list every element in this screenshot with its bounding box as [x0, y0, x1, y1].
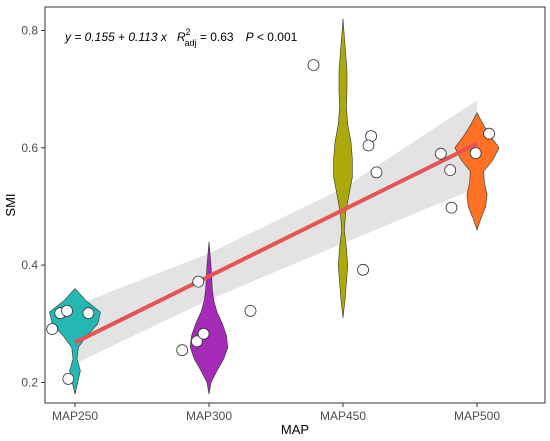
data-point: [362, 139, 375, 152]
y-tick-label: 0.4: [21, 258, 38, 272]
y-axis-title: SMI: [3, 193, 18, 216]
axes-layer: 0.2 0.4 0.6 0.8 MAP250 MAP300 MAP450 MAP500: [21, 23, 500, 423]
data-point: [483, 127, 496, 140]
data-point: [82, 307, 95, 320]
data-point: [62, 372, 75, 385]
x-tick-label: MAP250: [52, 409, 98, 423]
data-point: [469, 147, 482, 160]
regression-annotation: y = 0.155 + 0.113 x R2 adj = 0.63 P < 0.001: [64, 27, 298, 48]
r2-superscript: 2: [186, 27, 191, 37]
data-point: [445, 201, 458, 214]
y-tick-label: 0.8: [21, 23, 38, 37]
data-point: [46, 323, 59, 336]
data-point: [444, 164, 457, 177]
violin-map500: [454, 111, 500, 231]
y-tick-label: 0.6: [21, 141, 38, 155]
regression-line-layer: [74, 141, 478, 345]
equation-text: y = 0.155 + 0.113 x: [64, 30, 168, 44]
y-tick-label: 0.2: [21, 375, 38, 389]
x-tick-label: MAP500: [454, 409, 500, 423]
data-point: [197, 327, 210, 340]
data-point: [190, 335, 203, 348]
points-layer: [46, 59, 496, 385]
data-point: [244, 304, 257, 317]
data-point: [61, 304, 73, 317]
data-point: [370, 166, 383, 179]
x-axis-title: MAP: [281, 422, 309, 437]
r2-subscript: adj: [185, 38, 197, 48]
data-point: [192, 275, 205, 288]
data-point: [357, 263, 370, 276]
data-point: [307, 59, 320, 71]
x-tick-label: MAP450: [320, 409, 366, 423]
x-tick-label: MAP300: [186, 409, 232, 423]
confidence-band-layer: [75, 100, 477, 364]
r2-label: R: [177, 30, 186, 44]
p-value: < 0.001: [254, 30, 298, 44]
data-point: [434, 147, 447, 160]
confidence-band: [75, 100, 477, 364]
plot-panel-border: [44, 6, 546, 404]
r2-value: = 0.63: [197, 30, 234, 44]
regression-line: [74, 141, 478, 345]
violin-map450: [333, 18, 353, 318]
violin-map300: [189, 241, 229, 395]
p-label: P: [246, 30, 254, 44]
data-point: [176, 344, 189, 357]
